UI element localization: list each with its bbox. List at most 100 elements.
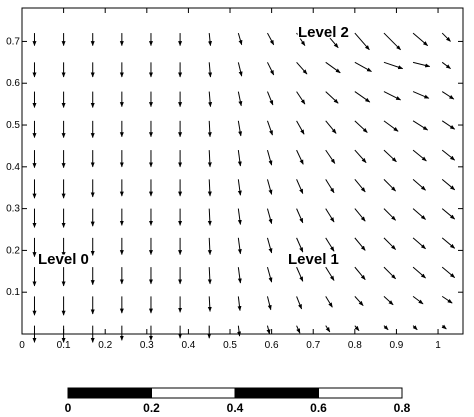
vector-arrow <box>207 120 212 138</box>
colorbar-segment <box>151 387 236 399</box>
vector-arrow <box>354 237 366 251</box>
colorbar-tick-label: 0 <box>65 401 72 415</box>
vector-arrow <box>412 61 431 68</box>
vector-arrow <box>296 237 304 253</box>
vector-arrow <box>267 62 275 76</box>
vector-field <box>32 32 456 343</box>
y-tick-label: 0.6 <box>6 78 20 89</box>
vector-arrow <box>383 208 396 221</box>
vector-arrow <box>237 62 243 77</box>
colorbar-tick-label: 0.8 <box>394 401 411 415</box>
vector-arrow <box>237 267 242 284</box>
vector-arrow <box>412 91 430 99</box>
vector-arrow <box>412 266 426 279</box>
colorbar-tick-label: 0.4 <box>227 401 244 415</box>
vector-arrow <box>354 120 368 133</box>
vector-arrow <box>237 296 242 312</box>
x-tick-label: 0.3 <box>140 340 154 351</box>
vector-arrow <box>266 179 273 195</box>
vector-arrow <box>296 120 305 135</box>
vector-arrow <box>412 325 418 331</box>
vector-arrow <box>237 179 242 196</box>
y-tick-label: 0.7 <box>6 36 20 47</box>
x-tick-label: 0.2 <box>98 340 112 351</box>
y-tick-label: 0.2 <box>6 245 20 256</box>
vector-arrow <box>237 325 242 337</box>
x-tick-label: 0.9 <box>389 340 403 351</box>
vector-arrow <box>266 325 271 335</box>
vector-arrow <box>296 149 304 165</box>
vector-arrow <box>383 237 396 250</box>
colorbar-segment <box>67 387 152 399</box>
vector-arrow <box>412 32 429 46</box>
vector-arrow <box>296 325 301 334</box>
y-tick-label: 0.1 <box>6 287 20 298</box>
vector-arrow <box>354 32 370 51</box>
colorbar-tick-label: 0.2 <box>143 401 160 415</box>
vector-arrow <box>354 91 371 103</box>
y-tick-label: 0.3 <box>6 204 20 215</box>
vector-arrow <box>441 149 456 161</box>
annotation: Level 2 <box>298 24 349 41</box>
vector-arrow <box>441 61 451 70</box>
vector-arrow <box>325 325 331 333</box>
vector-arrow <box>383 266 396 280</box>
vector-arrow <box>354 61 372 72</box>
vector-arrow <box>237 150 242 167</box>
vector-arrow <box>325 61 341 74</box>
vector-arrow <box>383 179 396 192</box>
vector-arrow <box>441 324 447 330</box>
x-tick-label: 0.4 <box>181 340 195 351</box>
vector-arrow <box>325 91 339 104</box>
vector-arrow <box>383 120 399 132</box>
vector-arrow <box>266 208 273 225</box>
vector-arrow <box>237 32 243 46</box>
vector-arrow <box>354 266 366 281</box>
vector-arrow <box>354 325 360 332</box>
x-tick-label: 0.8 <box>348 340 362 351</box>
vector-arrow <box>325 32 339 49</box>
x-tick-label: 1 <box>435 340 441 351</box>
vector-arrow <box>266 266 273 283</box>
vector-arrow <box>296 62 308 75</box>
vector-arrow <box>207 237 212 256</box>
vector-arrow <box>207 296 212 312</box>
vector-arrow <box>354 149 367 164</box>
vector-arrow <box>266 296 272 311</box>
vector-arrow <box>383 325 389 331</box>
vector-arrow <box>441 178 456 191</box>
vector-arrow <box>441 266 456 278</box>
vector-arrow <box>325 266 335 281</box>
vector-arrow <box>412 120 429 131</box>
x-tick-label: 0.6 <box>265 340 279 351</box>
vector-arrow <box>266 91 274 106</box>
vector-arrow <box>208 91 213 108</box>
x-tick-label: 0 <box>19 340 25 351</box>
vector-arrow <box>412 237 426 250</box>
colorbar-tick-label: 0.6 <box>310 401 327 415</box>
vector-arrow <box>207 267 212 285</box>
vector-arrow <box>237 208 242 225</box>
vector-arrow <box>267 32 275 46</box>
vector-arrow <box>296 32 306 47</box>
x-tick-label: 0.7 <box>306 340 320 351</box>
vector-arrow <box>441 208 456 220</box>
vector-arrow <box>412 149 427 162</box>
x-tick-label: 0.5 <box>223 340 237 351</box>
vector-arrow <box>441 237 456 249</box>
vector-arrow <box>412 295 424 305</box>
x-tick-label: 0.1 <box>57 340 71 351</box>
vector-arrow <box>208 33 213 47</box>
vector-arrow <box>354 179 366 193</box>
vector-arrow <box>383 91 402 101</box>
vector-arrow <box>412 208 426 220</box>
colorbar-segment <box>318 387 403 399</box>
vector-arrow <box>237 91 243 107</box>
annotation: Level 1 <box>288 251 339 268</box>
y-tick-label: 0.4 <box>6 162 20 173</box>
vector-arrow <box>325 179 335 194</box>
vector-arrow <box>441 295 453 304</box>
vector-arrow <box>237 237 242 255</box>
vector-arrow <box>296 179 304 195</box>
